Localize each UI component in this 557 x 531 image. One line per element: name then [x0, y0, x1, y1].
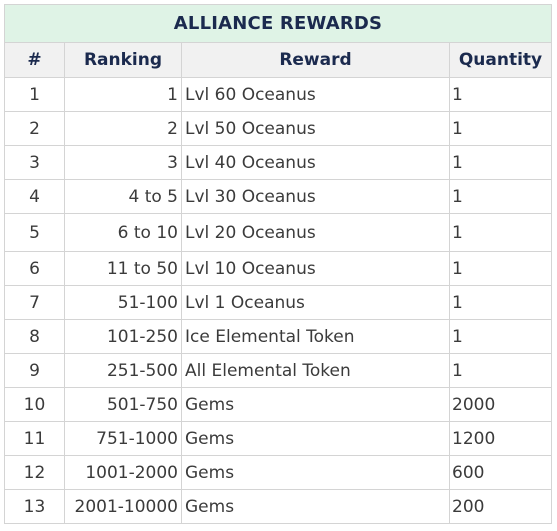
alliance-rewards-table-container: ALLIANCE REWARDS # Ranking Reward Quanti… [4, 4, 552, 524]
table-row: 12 1001-2000 Gems 600 [4, 455, 552, 490]
reward-cell: Gems [181, 455, 450, 490]
table-row: 8 101-250 Ice Elemental Token 1 [4, 319, 552, 354]
row-number-cell: 5 [4, 213, 65, 252]
column-header-number: # [4, 42, 65, 78]
reward-cell: Lvl 30 Oceanus [181, 179, 450, 214]
reward-cell: Lvl 20 Oceanus [181, 213, 450, 252]
reward-cell: Gems [181, 421, 450, 456]
row-number-cell: 4 [4, 179, 65, 214]
quantity-cell: 1 [449, 179, 552, 214]
quantity-cell: 600 [449, 455, 552, 490]
quantity-cell: 1200 [449, 421, 552, 456]
row-number-cell: 11 [4, 421, 65, 456]
table-row: 9 251-500 All Elemental Token 1 [4, 353, 552, 388]
row-number-cell: 8 [4, 319, 65, 354]
column-header-ranking: Ranking [64, 42, 182, 78]
reward-cell: Lvl 60 Oceanus [181, 77, 450, 112]
row-number-cell: 3 [4, 145, 65, 180]
ranking-cell: 11 to 50 [64, 251, 182, 286]
table-row: 4 4 to 5 Lvl 30 Oceanus 1 [4, 179, 552, 214]
table-row: 6 11 to 50 Lvl 10 Oceanus 1 [4, 251, 552, 286]
quantity-cell: 1 [449, 77, 552, 112]
row-number-cell: 10 [4, 387, 65, 422]
row-number-cell: 13 [4, 489, 65, 524]
quantity-cell: 1 [449, 213, 552, 252]
reward-cell: Gems [181, 387, 450, 422]
ranking-cell: 1 [64, 77, 182, 112]
ranking-cell: 4 to 5 [64, 179, 182, 214]
ranking-cell: 2 [64, 111, 182, 146]
row-number-cell: 7 [4, 285, 65, 320]
table-title: ALLIANCE REWARDS [4, 4, 552, 43]
quantity-cell: 1 [449, 145, 552, 180]
column-header-reward: Reward [181, 42, 450, 78]
table-row: 5 6 to 10 Lvl 20 Oceanus 1 [4, 213, 552, 252]
reward-cell: Lvl 40 Oceanus [181, 145, 450, 180]
reward-cell: All Elemental Token [181, 353, 450, 388]
ranking-cell: 1001-2000 [64, 455, 182, 490]
quantity-cell: 1 [449, 319, 552, 354]
quantity-cell: 1 [449, 285, 552, 320]
quantity-cell: 1 [449, 353, 552, 388]
table-row: 3 3 Lvl 40 Oceanus 1 [4, 145, 552, 180]
ranking-cell: 51-100 [64, 285, 182, 320]
row-number-cell: 1 [4, 77, 65, 112]
ranking-cell: 501-750 [64, 387, 182, 422]
table-title-row: ALLIANCE REWARDS [4, 4, 552, 43]
table-row: 10 501-750 Gems 2000 [4, 387, 552, 422]
ranking-cell: 6 to 10 [64, 213, 182, 252]
reward-cell: Ice Elemental Token [181, 319, 450, 354]
ranking-cell: 101-250 [64, 319, 182, 354]
quantity-cell: 200 [449, 489, 552, 524]
ranking-cell: 751-1000 [64, 421, 182, 456]
column-header-quantity: Quantity [449, 42, 552, 78]
row-number-cell: 6 [4, 251, 65, 286]
ranking-cell: 3 [64, 145, 182, 180]
ranking-cell: 251-500 [64, 353, 182, 388]
quantity-cell: 2000 [449, 387, 552, 422]
table-row: 2 2 Lvl 50 Oceanus 1 [4, 111, 552, 146]
table-header-row: # Ranking Reward Quantity [4, 42, 552, 78]
quantity-cell: 1 [449, 111, 552, 146]
row-number-cell: 2 [4, 111, 65, 146]
reward-cell: Gems [181, 489, 450, 524]
ranking-cell: 2001-10000 [64, 489, 182, 524]
row-number-cell: 12 [4, 455, 65, 490]
table-row: 13 2001-10000 Gems 200 [4, 489, 552, 524]
reward-cell: Lvl 1 Oceanus [181, 285, 450, 320]
row-number-cell: 9 [4, 353, 65, 388]
reward-cell: Lvl 50 Oceanus [181, 111, 450, 146]
table-row: 1 1 Lvl 60 Oceanus 1 [4, 77, 552, 112]
table-row: 7 51-100 Lvl 1 Oceanus 1 [4, 285, 552, 320]
alliance-rewards-table: ALLIANCE REWARDS # Ranking Reward Quanti… [4, 4, 552, 524]
reward-cell: Lvl 10 Oceanus [181, 251, 450, 286]
table-row: 11 751-1000 Gems 1200 [4, 421, 552, 456]
quantity-cell: 1 [449, 251, 552, 286]
